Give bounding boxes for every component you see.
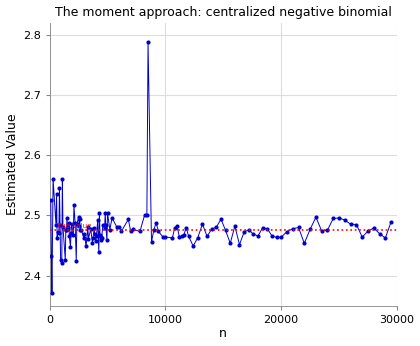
Text: True Value: True Value (55, 223, 92, 229)
Title: The moment approach: centralized negative binomial: The moment approach: centralized negativ… (55, 6, 392, 19)
Y-axis label: Estimated Value: Estimated Value (5, 113, 18, 215)
X-axis label: n: n (219, 327, 227, 340)
